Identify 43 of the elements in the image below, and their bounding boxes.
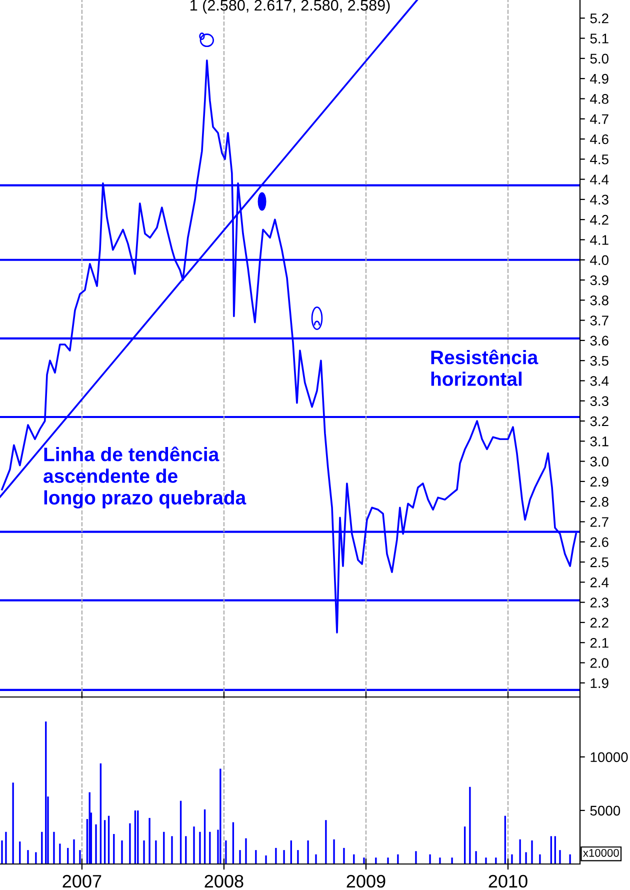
y-tick-label: 2.5 bbox=[590, 557, 608, 568]
y-tick-label: 3.1 bbox=[590, 436, 608, 446]
x-tick-label: 2009 bbox=[346, 874, 386, 888]
y-tick-label: 2.3 bbox=[590, 598, 608, 608]
y-tick-label: 3.6 bbox=[590, 336, 608, 346]
y-tick-label: 4.7 bbox=[590, 114, 608, 124]
text: x10000 bbox=[583, 848, 619, 857]
y-tick-label: 2.7 bbox=[590, 517, 608, 527]
y-tick-label: 2.2 bbox=[590, 618, 608, 628]
y-tick-label: 3.3 bbox=[590, 396, 608, 406]
y-tick-label: 4.8 bbox=[590, 94, 608, 104]
y-tick-label: 2.8 bbox=[590, 496, 608, 507]
y-tick-label: 5.2 bbox=[590, 13, 608, 24]
y-tick-label: 4.1 bbox=[590, 235, 608, 245]
y-tick-label: 3.9 bbox=[590, 275, 608, 286]
y-tick-label: 5.1 bbox=[590, 34, 608, 44]
y-tick-label: 4.9 bbox=[590, 74, 608, 84]
x-tick-label: 2010 bbox=[488, 874, 528, 888]
y-tick-label: 2.0 bbox=[590, 658, 608, 668]
y-tick-label: 2.6 bbox=[590, 537, 608, 548]
y-tick-label: 2.1 bbox=[590, 638, 608, 648]
annotation: Linha de tendência ascendente de longo prazo quebrada bbox=[44, 446, 246, 509]
y-tick-label: 3.5 bbox=[590, 356, 608, 366]
y-tick-label: 4.4 bbox=[590, 174, 609, 184]
x-tick-label: 2007 bbox=[62, 874, 102, 888]
y-tick-label: 4.3 bbox=[590, 194, 608, 205]
y-tick-label: 3.4 bbox=[590, 376, 609, 386]
y-tick-label: 4.2 bbox=[590, 214, 608, 225]
y-tick-label: 3.7 bbox=[590, 316, 608, 326]
y-tick-label: 5000 bbox=[590, 806, 620, 816]
x-tick-label: 2008 bbox=[204, 874, 244, 888]
y-tick-label: 3.2 bbox=[590, 416, 608, 426]
annotation: Resistência horizontal bbox=[431, 350, 538, 386]
y-tick-label: 4.6 bbox=[590, 134, 608, 144]
y-tick-label: 4.5 bbox=[590, 154, 608, 164]
y-tick-label: 10000 bbox=[590, 752, 628, 762]
y-tick-label: 4.0 bbox=[590, 255, 608, 266]
y-tick-label: 3.0 bbox=[590, 456, 608, 466]
y-tick-label: 2.9 bbox=[590, 476, 608, 487]
y-tick-label: 3.8 bbox=[590, 295, 608, 306]
y-tick-label: 1.9 bbox=[590, 678, 608, 688]
y-tick-label: 2.4 bbox=[590, 578, 609, 588]
y-tick-label: 5.0 bbox=[590, 54, 608, 64]
